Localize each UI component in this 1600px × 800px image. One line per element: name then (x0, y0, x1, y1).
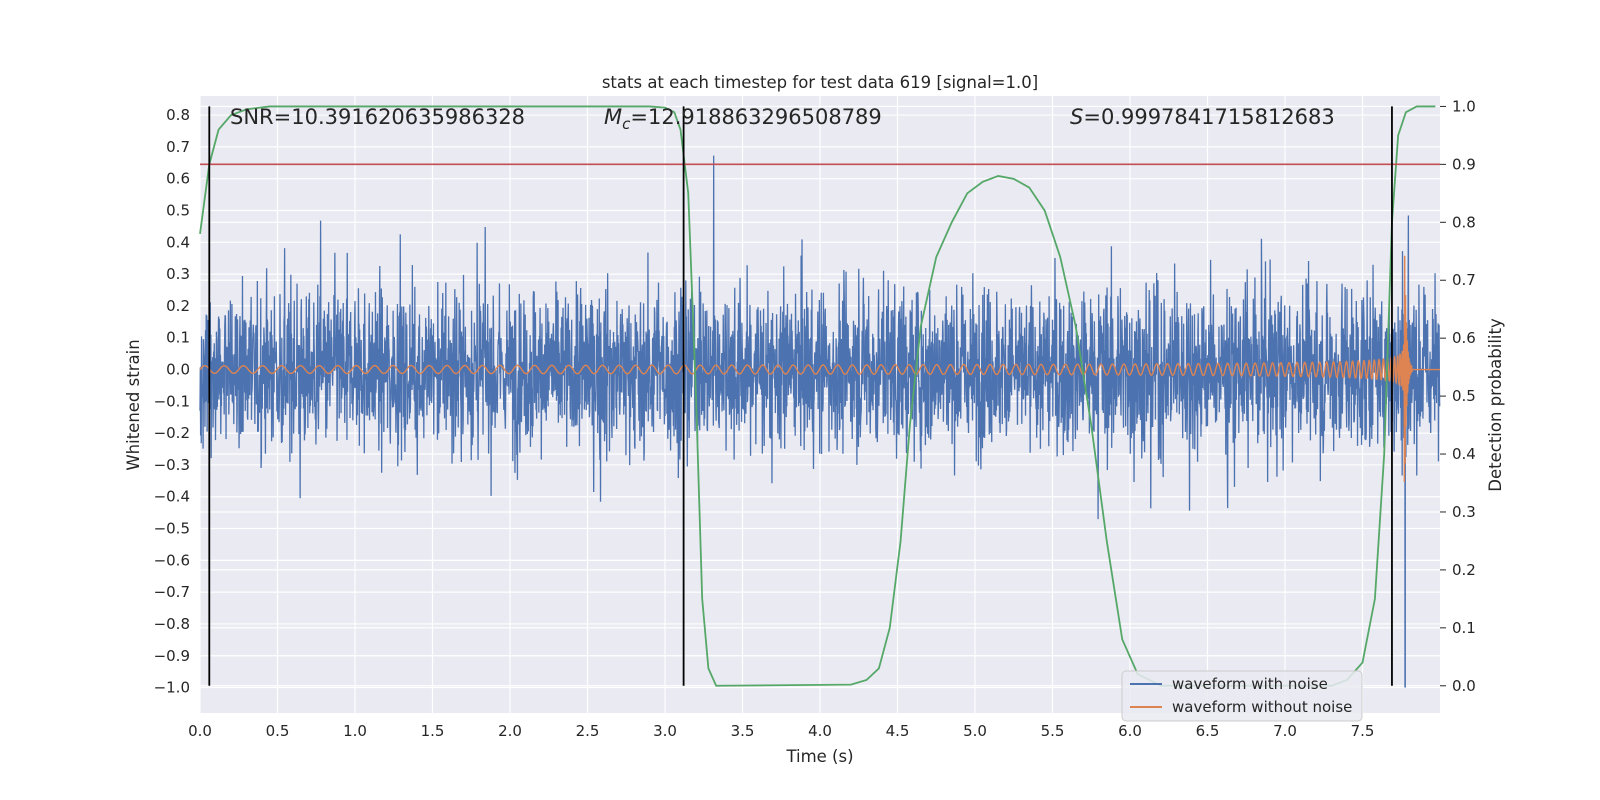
x-tick-label: 7.0 (1273, 722, 1297, 740)
y-axis-ticks: 0.8 0.7 0.6 0.5 0.4 0.3 0.2 0.1 0.0 −0.1 −0.2 −0.3 −… (154, 106, 190, 696)
y-tick-label: 0.0 (166, 361, 190, 379)
statistic-annotation: S=0.9997841715812683 (1070, 105, 1335, 129)
legend-label-clean: waveform without noise (1172, 698, 1352, 716)
chirp-mass-symbol: M (604, 105, 622, 129)
legend-box (1121, 670, 1363, 722)
x-tick-label: 1.5 (421, 722, 445, 740)
x-tick-label: 2.5 (576, 722, 600, 740)
x-tick-label: 2.0 (498, 722, 522, 740)
x-axis-label: Time (s) (785, 747, 853, 766)
y-tick-label: 0.4 (166, 233, 190, 251)
chart-title: stats at each timestep for test data 619… (602, 73, 1038, 92)
overlay-lines (200, 106, 1440, 686)
y2-tick-label: 0.9 (1452, 155, 1476, 173)
x-tick-label: 6.5 (1196, 722, 1220, 740)
y2-tick-label: 0.6 (1452, 329, 1476, 347)
x-tick-label: 3.0 (653, 722, 677, 740)
x-tick-label: 3.5 (731, 722, 755, 740)
legend-label-noise: waveform with noise (1172, 675, 1328, 693)
y-tick-label: 0.2 (166, 297, 190, 315)
x-axis-ticks: 0.0 0.5 1.0 1.5 2.0 2.5 3.0 3.5 4.0 4.5 5.0 5.5 6.0 6… (188, 722, 1374, 740)
y-axis-label: Whitened strain (124, 339, 143, 470)
clean-waveform-line (199, 255, 1440, 482)
y2-tick-label: 0.1 (1452, 619, 1476, 637)
y2-axis-label: Detection probability (1486, 318, 1505, 492)
y2-axis-ticks: 1.0 0.9 0.8 0.7 0.6 0.5 0.4 0.3 0.2 0.1 0.0 (1440, 97, 1476, 695)
y-tick-label: −0.8 (154, 615, 190, 633)
y2-tick-label: 0.7 (1452, 271, 1476, 289)
chirp-mass-annotation: Mc=12.918863296508789 (604, 105, 882, 133)
y-tick-label: 0.8 (166, 106, 190, 124)
y2-tick-label: 0.0 (1452, 677, 1476, 695)
y-tick-label: −0.1 (154, 392, 190, 410)
noisy-waveform-line (199, 155, 1441, 520)
x-tick-label: 5.5 (1041, 722, 1065, 740)
y-tick-label: −0.2 (154, 424, 190, 442)
y-tick-label: −1.0 (154, 679, 190, 697)
y-tick-label: −0.5 (154, 520, 190, 538)
y-tick-label: 0.7 (166, 138, 190, 156)
y-tick-label: −0.7 (154, 583, 190, 601)
y2-tick-label: 0.5 (1452, 387, 1476, 405)
statistic-symbol: S (1070, 105, 1083, 129)
statistic-value: =0.9997841715812683 (1083, 105, 1334, 129)
y-tick-label: 0.5 (166, 201, 190, 219)
y-tick-label: 0.3 (166, 265, 190, 283)
y-tick-label: −0.6 (154, 551, 190, 569)
x-tick-label: 7.5 (1351, 722, 1375, 740)
series-waveform-without-noise (199, 255, 1440, 482)
y-tick-label: −0.3 (154, 456, 190, 474)
y2-tick-label: 0.2 (1452, 561, 1476, 579)
y-tick-label: 0.1 (166, 329, 190, 347)
legend: waveform with noise waveform without noi… (1121, 670, 1363, 722)
snr-annotation: SNR=10.391620635986328 (230, 105, 525, 129)
y-tick-label: −0.9 (154, 647, 190, 665)
x-tick-label: 0.5 (266, 722, 290, 740)
y-tick-label: −0.4 (154, 488, 190, 506)
x-tick-label: 4.0 (808, 722, 832, 740)
y2-tick-label: 1.0 (1452, 97, 1476, 115)
x-tick-label: 0.0 (188, 722, 212, 740)
x-tick-label: 5.0 (963, 722, 987, 740)
x-tick-label: 4.5 (886, 722, 910, 740)
y-tick-label: 0.6 (166, 170, 190, 188)
x-tick-label: 1.0 (343, 722, 367, 740)
y2-tick-label: 0.8 (1452, 213, 1476, 231)
y2-tick-label: 0.4 (1452, 445, 1476, 463)
x-tick-label: 6.0 (1118, 722, 1142, 740)
chirp-mass-subscript: c (622, 115, 631, 133)
y2-tick-label: 0.3 (1452, 503, 1476, 521)
chirp-mass-value: =12.918863296508789 (630, 105, 881, 129)
